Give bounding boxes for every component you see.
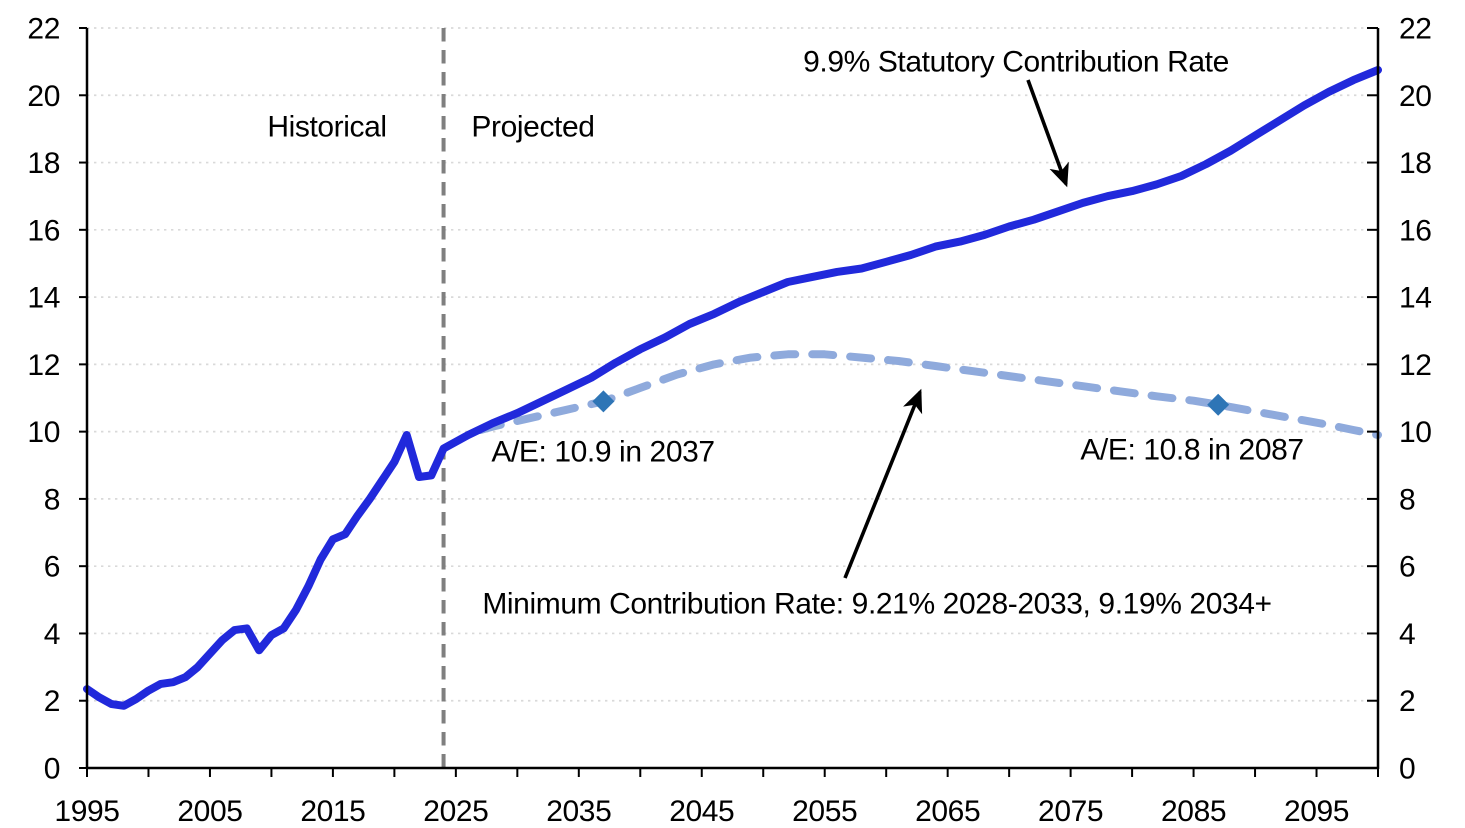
x-axis-label: 2015 (300, 795, 365, 828)
y-axis-label-left: 16 (27, 214, 60, 247)
label-statutory: 9.9% Statutory Contribution Rate (803, 46, 1229, 79)
y-axis-label-right: 14 (1399, 282, 1432, 315)
arrow-minimum (843, 388, 923, 579)
y-axis-label-left: 2 (44, 685, 60, 718)
x-axis-label: 2025 (423, 795, 488, 828)
y-axis-label-left: 6 (44, 551, 60, 584)
x-axis-label: 2055 (792, 795, 857, 828)
x-axis-label: 2005 (177, 795, 242, 828)
gridlines (87, 27, 1378, 702)
x-axis-label: 2075 (1038, 795, 1103, 828)
x-axis-label: 1995 (54, 795, 119, 828)
minimum-contribution-line (476, 350, 1382, 439)
y-axis-label-right: 12 (1399, 349, 1432, 382)
ae-diamond-marker (592, 390, 615, 413)
x-axis-label: 2045 (669, 795, 734, 828)
y-axis-label-left: 20 (27, 80, 60, 113)
y-axis-label-right: 6 (1399, 551, 1415, 584)
y-axis-label-right: 18 (1399, 147, 1432, 180)
label-minimum: Minimum Contribution Rate: 9.21% 2028-20… (482, 588, 1271, 621)
ae-diamond-marker (1207, 393, 1230, 416)
label-ae-2037: A/E: 10.9 in 2037 (491, 436, 714, 469)
y-axis-label-left: 18 (27, 147, 60, 180)
y-axis-label-left: 4 (44, 618, 60, 651)
label-ae-2087: A/E: 10.8 in 2087 (1080, 434, 1303, 467)
label-projected: Projected (471, 111, 594, 144)
x-axis-label: 2095 (1284, 795, 1349, 828)
y-axis-label-right: 4 (1399, 618, 1415, 651)
y-axis-label-right: 2 (1399, 685, 1415, 718)
y-axis-label-right: 22 (1399, 13, 1432, 46)
y-axis-label-left: 0 (44, 753, 60, 786)
y-axis-label-left: 14 (27, 282, 60, 315)
y-axis-label-left: 10 (27, 416, 60, 449)
y-axis-label-right: 10 (1399, 416, 1432, 449)
y-axis-label-right: 0 (1399, 753, 1415, 786)
arrow-statutory (1026, 79, 1069, 188)
y-axis-label-right: 20 (1399, 80, 1432, 113)
x-axis-label: 2035 (546, 795, 611, 828)
x-axis-label: 2085 (1161, 795, 1226, 828)
y-axis-label-left: 12 (27, 349, 60, 382)
statutory-contribution-line (83, 66, 1382, 710)
y-axis-label-left: 8 (44, 483, 60, 516)
y-axis-label-right: 16 (1399, 214, 1432, 247)
y-axis-label-left: 22 (27, 13, 60, 46)
label-historical: Historical (267, 111, 386, 144)
y-axis-label-right: 8 (1399, 483, 1415, 516)
x-axis-label: 2065 (915, 795, 980, 828)
